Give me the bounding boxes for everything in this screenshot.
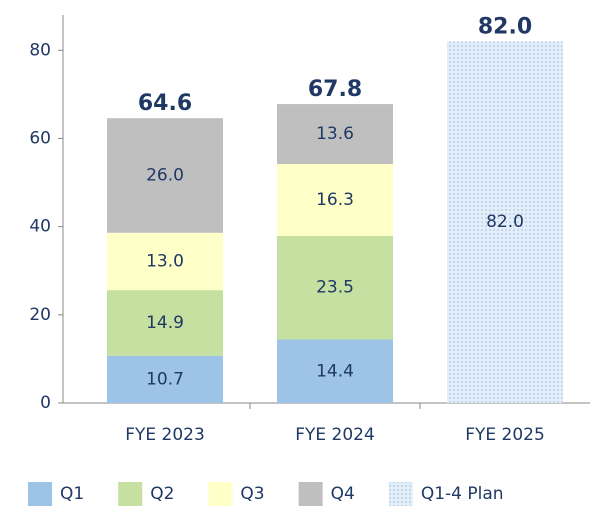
total-label: 67.8 — [308, 77, 362, 102]
bar-segment — [447, 41, 563, 404]
legend-swatch — [28, 482, 52, 506]
y-tick-label: 40 — [29, 217, 51, 237]
legend-label: Q1-4 Plan — [421, 484, 504, 504]
legend-swatch — [208, 482, 233, 506]
bar-segment — [277, 104, 393, 165]
y-tick-label: 80 — [29, 40, 51, 60]
value-label: 26.0 — [146, 165, 184, 185]
value-label: 14.9 — [146, 313, 184, 333]
legend-label: Q2 — [150, 484, 174, 504]
total-label: 64.6 — [138, 91, 192, 116]
value-label: 13.0 — [146, 251, 184, 271]
value-label: 23.5 — [316, 278, 354, 298]
x-tick-label: FYE 2023 — [125, 425, 205, 445]
bar-segment — [107, 232, 223, 291]
value-label: 13.6 — [316, 124, 354, 144]
legend-label: Q4 — [331, 484, 355, 504]
legend-swatch — [298, 482, 323, 506]
total-label: 82.0 — [478, 14, 532, 39]
value-label: 16.3 — [316, 190, 354, 210]
legend-swatch — [388, 482, 413, 506]
bar-segment — [277, 339, 393, 403]
value-label: 10.7 — [146, 369, 184, 389]
bar-segment — [107, 118, 223, 233]
y-tick-label: 0 — [40, 393, 51, 413]
legend-swatch — [118, 482, 143, 506]
value-label: 14.4 — [316, 361, 354, 381]
bar-segment — [107, 355, 223, 403]
value-label: 82.0 — [486, 212, 524, 232]
legend-label: Q3 — [240, 484, 264, 504]
x-tick-label: FYE 2024 — [295, 425, 375, 445]
legend-label: Q1 — [60, 484, 84, 504]
x-tick-label: FYE 2025 — [465, 425, 545, 445]
y-tick-label: 20 — [29, 305, 51, 325]
bar-segment — [277, 164, 393, 236]
y-tick-label: 60 — [29, 128, 51, 148]
bar-segment — [277, 235, 393, 340]
bar-segment — [107, 290, 223, 356]
